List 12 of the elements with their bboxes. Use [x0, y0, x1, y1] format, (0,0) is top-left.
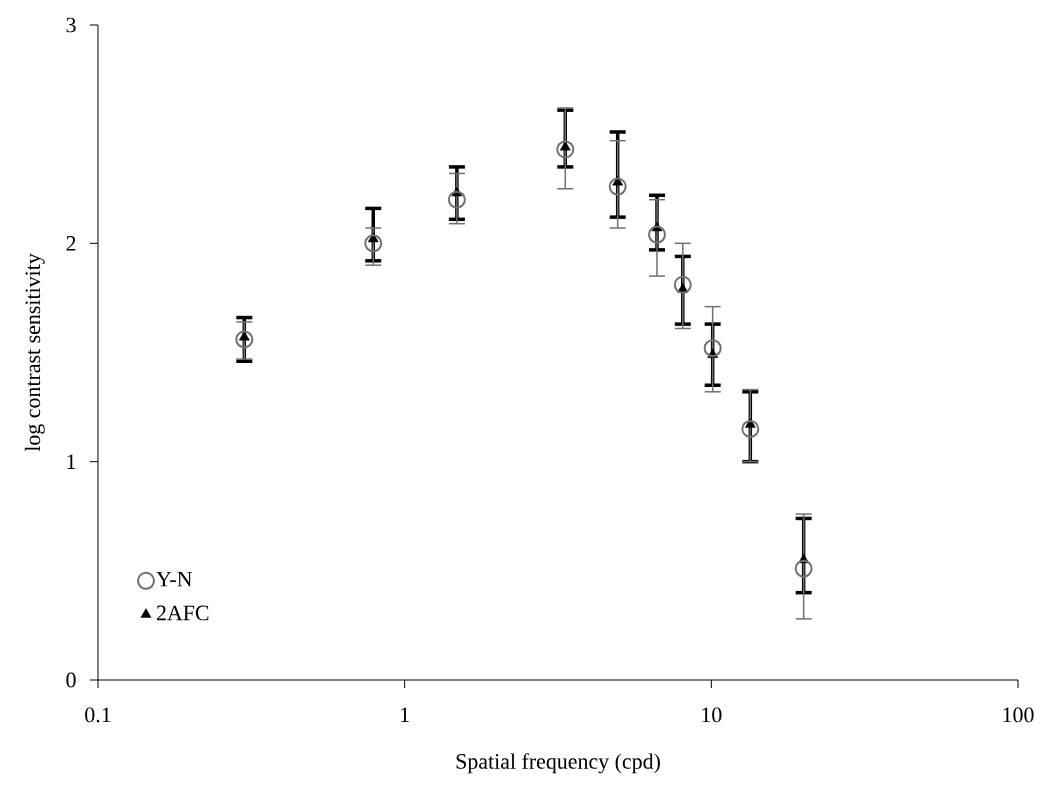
y-tick-label: 3 — [66, 17, 76, 33]
x-axis-title: Spatial frequency (cpd) — [456, 753, 660, 774]
y-axis-title: log contrast sensitivity — [24, 253, 45, 452]
y-tick-label: 0 — [66, 672, 76, 688]
legend-label: 2AFC — [156, 605, 209, 621]
x-tick-label: 0.1 — [85, 707, 111, 723]
y-tick-label: 1 — [67, 454, 76, 469]
x-tick-label: 100 — [1003, 707, 1034, 723]
x-tick-label: 10 — [702, 707, 722, 723]
x-tick-label: 1 — [401, 707, 409, 722]
y-tick-label: 2 — [66, 236, 76, 251]
legend-label: Y-N — [156, 571, 193, 587]
